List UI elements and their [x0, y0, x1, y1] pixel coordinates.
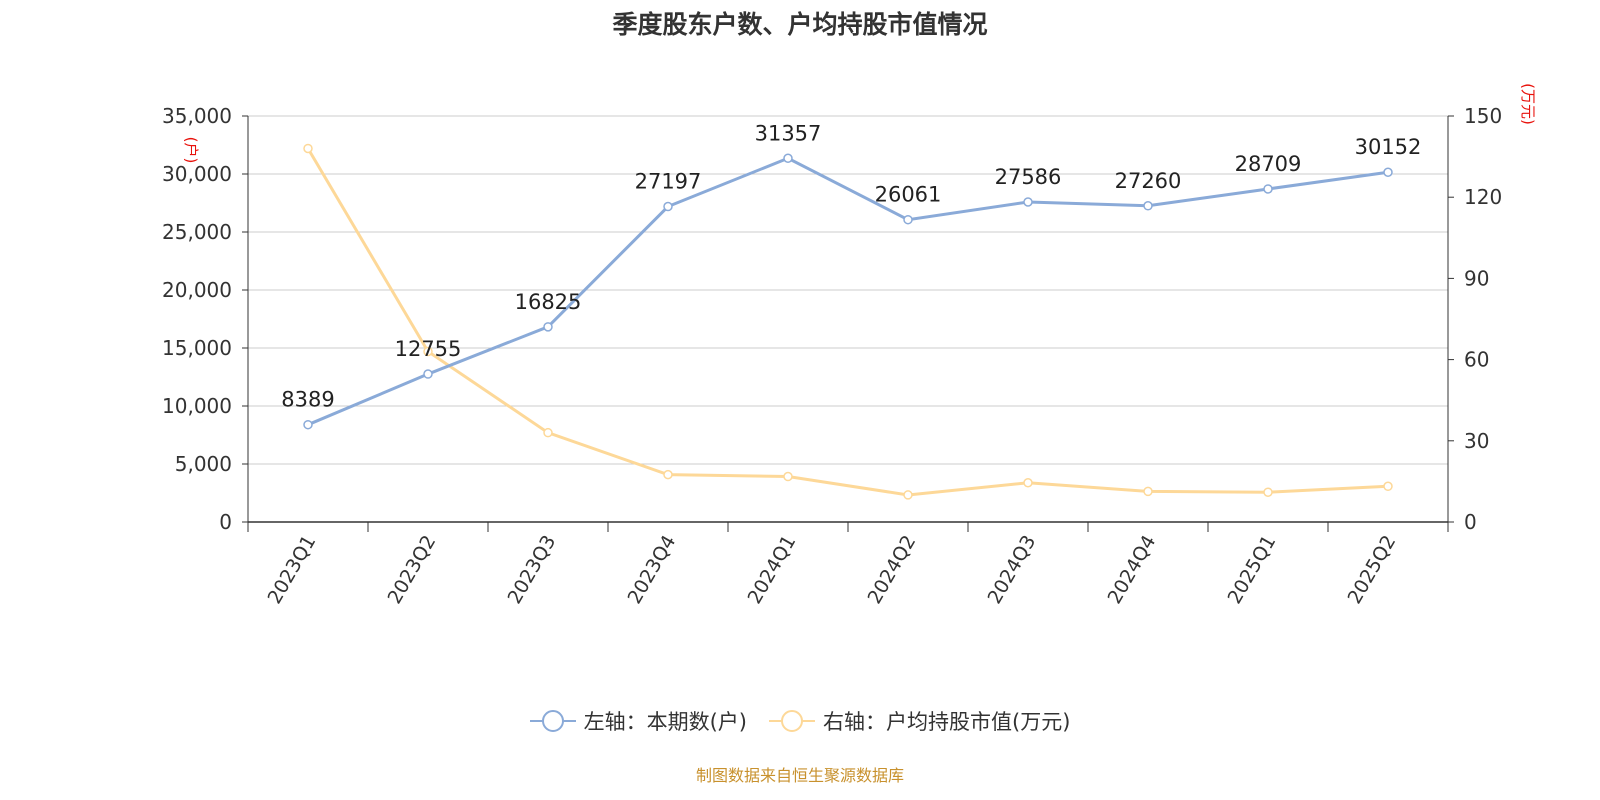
grid-lines: [248, 115, 1448, 465]
series-2-line: [306, 147, 1389, 497]
x-tick-label: 2023Q2: [384, 532, 441, 608]
axis-units: (户) (万元): [182, 83, 1537, 163]
x-tick-label: 2023Q3: [504, 532, 561, 608]
series-1-point: [1263, 184, 1273, 194]
y-left-tick-label: 20,000: [162, 278, 232, 302]
x-tick-label: 2023Q4: [624, 532, 681, 608]
data-label: 27260: [1115, 169, 1182, 193]
x-tick-label: 2025Q1: [1224, 532, 1281, 608]
x-tick-label: 2025Q2: [1344, 532, 1401, 608]
series-1-point: [783, 153, 793, 164]
x-axis: 2023Q1 2023Q2 2023Q3 2023Q4 2024Q1 2024Q2 2024…: [247, 522, 1449, 608]
x-tick-label: 2024Q1: [744, 532, 801, 608]
x-tick-label: 2024Q4: [1104, 532, 1161, 608]
legend-label-series-1: 左轴：本期数(户): [583, 710, 747, 734]
legend-item-series-1[interactable]: 左轴：本期数(户): [529, 706, 747, 736]
legend-label-series-2: 右轴：户均持股市值(万元): [823, 710, 1071, 734]
data-labels: 8389 12755 16825 27197 31357 26061 27586 27260 2…: [281, 121, 1421, 411]
series-2-point: [903, 490, 913, 500]
data-label: 27586: [995, 165, 1062, 189]
data-label: 12755: [395, 337, 462, 361]
series-1-point: [1383, 167, 1393, 177]
series-1-point: [303, 419, 313, 430]
series-1-point: [903, 214, 913, 225]
y-axis-right: 0 30 60 90 120 150: [1448, 104, 1502, 534]
y-left-tick-label: 15,000: [162, 336, 232, 360]
x-tick-label: 2024Q3: [984, 532, 1041, 608]
data-label: 28709: [1235, 152, 1302, 176]
y-left-tick-label: 30,000: [162, 162, 232, 186]
series-1-point: [1143, 201, 1153, 211]
series-2-point: [1383, 481, 1393, 492]
x-tick-label: 2023Q1: [264, 532, 321, 608]
y-right-unit-label: (万元): [1519, 83, 1537, 125]
series-2-point: [663, 469, 673, 480]
y-left-tick-label: 25,000: [162, 220, 232, 244]
y-left-unit-label: (户): [182, 137, 200, 164]
data-label: 26061: [875, 183, 942, 207]
y-left-tick-label: 0: [219, 510, 232, 534]
legend-marker-series-2: [769, 710, 815, 732]
y-right-tick-label: 120: [1464, 185, 1502, 209]
data-label: 27197: [635, 170, 702, 194]
y-left-tick-label: 5,000: [175, 452, 232, 476]
series-layer: [303, 143, 1393, 500]
y-right-tick-label: 0: [1464, 510, 1477, 534]
series-1-point: [543, 322, 553, 332]
data-label: 30152: [1355, 135, 1422, 159]
chart-canvas: 0 5,000 10,000 15,000 20,000 25,000 30,000 35,0…: [162, 83, 1537, 608]
y-left-tick-label: 35,000: [162, 104, 232, 128]
x-tick-label: 2024Q2: [864, 532, 921, 608]
series-2-point: [1263, 487, 1273, 497]
series-1-point: [423, 369, 433, 379]
series-1-point: [1023, 197, 1033, 207]
y-left-tick-label: 10,000: [162, 394, 232, 418]
y-right-tick-label: 60: [1464, 348, 1489, 372]
axes: [247, 116, 1449, 523]
series-2-point: [543, 427, 553, 438]
series-2-point: [783, 471, 793, 482]
legend: 左轴：本期数(户) 右轴：户均持股市值(万元): [0, 706, 1600, 736]
series-1-line: [307, 156, 1389, 427]
data-label: 16825: [515, 290, 582, 314]
y-right-tick-label: 30: [1464, 429, 1489, 453]
source-footer: 制图数据来自恒生聚源数据库: [695, 766, 904, 785]
data-label: 31357: [755, 121, 822, 145]
series-2-point: [423, 346, 433, 357]
y-axis-left: 0 5,000 10,000 15,000 20,000 25,000 30,000 35,0…: [162, 104, 248, 534]
legend-marker-series-1: [529, 710, 576, 732]
series-2-point: [303, 143, 313, 154]
y-right-tick-label: 90: [1464, 266, 1489, 290]
data-label: 8389: [281, 388, 334, 412]
series-1-point: [663, 201, 673, 212]
chart-title: 季度股东户数、户均持股市值情况: [612, 10, 988, 39]
series-2-point: [1143, 486, 1153, 497]
y-right-tick-label: 150: [1464, 104, 1502, 128]
series-2-point: [1023, 478, 1033, 488]
legend-item-series-2[interactable]: 右轴：户均持股市值(万元): [769, 706, 1070, 736]
